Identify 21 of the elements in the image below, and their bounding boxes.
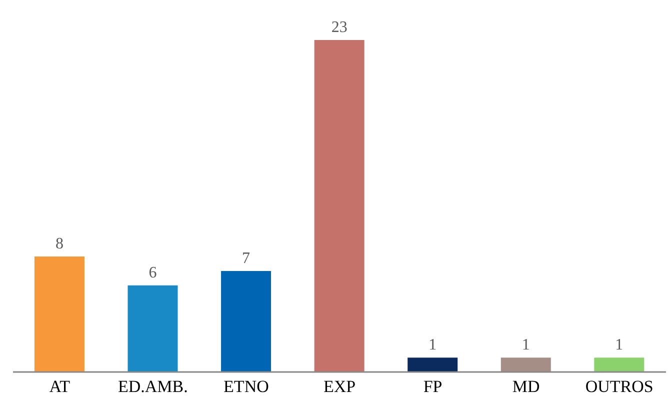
data-label: 1 (615, 336, 624, 354)
bar (408, 358, 458, 372)
x-tick-label: ETNO (224, 377, 269, 396)
bar (594, 358, 644, 372)
data-label: 1 (428, 336, 437, 354)
x-tick-label: AT (49, 377, 71, 396)
bar (34, 256, 84, 372)
data-label: 23 (331, 19, 348, 36)
x-tick-label: ED.AMB. (118, 377, 188, 396)
bar (500, 358, 551, 372)
x-tick-label: OUTROS (585, 377, 654, 396)
x-tick-label: MD (512, 377, 540, 396)
bar (221, 270, 272, 372)
data-label: 6 (148, 264, 157, 282)
x-tick-label: EXP (323, 377, 356, 396)
data-label: 7 (242, 250, 250, 267)
data-label: 8 (55, 236, 64, 253)
data-label: 1 (522, 336, 530, 354)
x-tick-label: FP (423, 377, 442, 396)
bar (314, 40, 364, 372)
bar (128, 285, 178, 372)
